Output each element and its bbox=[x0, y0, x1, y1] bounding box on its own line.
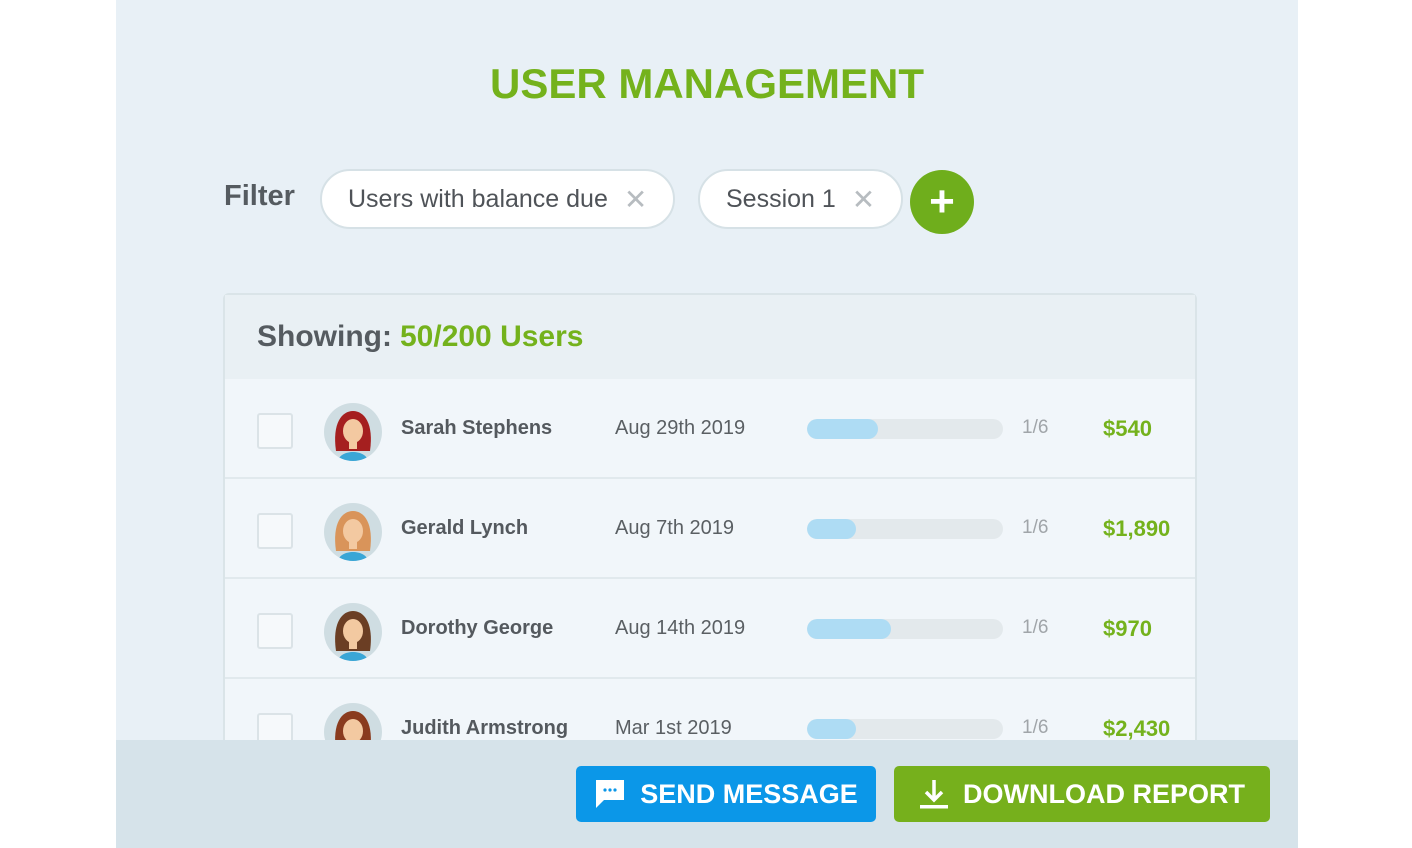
avatar bbox=[324, 603, 382, 661]
page-title: USER MANAGEMENT bbox=[489, 60, 924, 107]
progress-fill bbox=[807, 419, 878, 439]
chat-icon bbox=[596, 780, 625, 808]
progress-fill bbox=[807, 719, 856, 739]
filter-chip-session[interactable]: Session 1 ✕ bbox=[698, 169, 904, 229]
close-icon[interactable]: ✕ bbox=[851, 183, 876, 215]
table-row[interactable]: Gerald Lynch Aug 7th 2019 1/6 $1,890 bbox=[225, 479, 1195, 579]
user-date: Mar 1st 2019 bbox=[615, 717, 732, 739]
download-report-button[interactable]: DOWNLOAD REPORT bbox=[894, 766, 1270, 822]
table-row[interactable]: Dorothy George Aug 14th 2019 1/6 $970 bbox=[225, 579, 1195, 679]
user-name[interactable]: Dorothy George bbox=[401, 617, 554, 639]
table-row[interactable]: Sarah Stephens Aug 29th 2019 1/6 $540 bbox=[225, 379, 1195, 479]
session-count: 1/6 bbox=[1022, 517, 1049, 538]
download-icon bbox=[920, 780, 948, 809]
table-header: Showing: 50/200 Users bbox=[225, 295, 1195, 379]
balance-amount: $1,890 bbox=[1103, 516, 1171, 541]
showing-count: 50/200 Users bbox=[399, 320, 584, 353]
user-date: Aug 14th 2019 bbox=[615, 617, 746, 639]
user-name[interactable]: Judith Armstrong bbox=[401, 717, 569, 739]
send-message-label: SEND MESSAGE bbox=[640, 778, 858, 809]
row-checkbox[interactable] bbox=[257, 413, 293, 449]
row-checkbox[interactable] bbox=[257, 613, 293, 649]
filter-label: Filter bbox=[224, 180, 295, 212]
avatar bbox=[324, 503, 382, 561]
showing-label: Showing: bbox=[257, 320, 392, 353]
user-name[interactable]: Sarah Stephens bbox=[401, 417, 553, 439]
progress-fill bbox=[807, 519, 856, 539]
progress-bar bbox=[807, 519, 1003, 539]
balance-amount: $2,430 bbox=[1103, 716, 1171, 741]
progress-bar bbox=[807, 719, 1003, 739]
balance-amount: $540 bbox=[1103, 416, 1152, 441]
download-report-label: DOWNLOAD REPORT bbox=[963, 778, 1245, 809]
users-table: Showing: 50/200 Users Sarah Stephens Aug… bbox=[223, 293, 1197, 781]
filter-chip-balance-due[interactable]: Users with balance due ✕ bbox=[320, 169, 676, 229]
add-filter-button[interactable]: + bbox=[910, 170, 974, 234]
chip-label: Users with balance due bbox=[348, 184, 608, 213]
send-message-button[interactable]: SEND MESSAGE bbox=[576, 766, 876, 822]
close-icon[interactable]: ✕ bbox=[623, 183, 648, 215]
progress-bar bbox=[807, 419, 1003, 439]
session-count: 1/6 bbox=[1022, 617, 1049, 638]
user-management-panel: USER MANAGEMENT Filter Users with balanc… bbox=[116, 0, 1298, 848]
row-checkbox[interactable] bbox=[257, 513, 293, 549]
chip-label: Session 1 bbox=[726, 184, 836, 213]
session-count: 1/6 bbox=[1022, 417, 1049, 438]
session-count: 1/6 bbox=[1022, 717, 1049, 738]
user-name[interactable]: Gerald Lynch bbox=[401, 517, 529, 539]
balance-amount: $970 bbox=[1103, 616, 1152, 641]
user-date: Aug 7th 2019 bbox=[615, 517, 734, 539]
progress-bar bbox=[807, 619, 1003, 639]
action-bar: SEND MESSAGE DOWNLOAD REPORT bbox=[116, 740, 1298, 848]
progress-fill bbox=[807, 619, 892, 639]
user-date: Aug 29th 2019 bbox=[615, 417, 746, 439]
avatar bbox=[324, 403, 382, 461]
